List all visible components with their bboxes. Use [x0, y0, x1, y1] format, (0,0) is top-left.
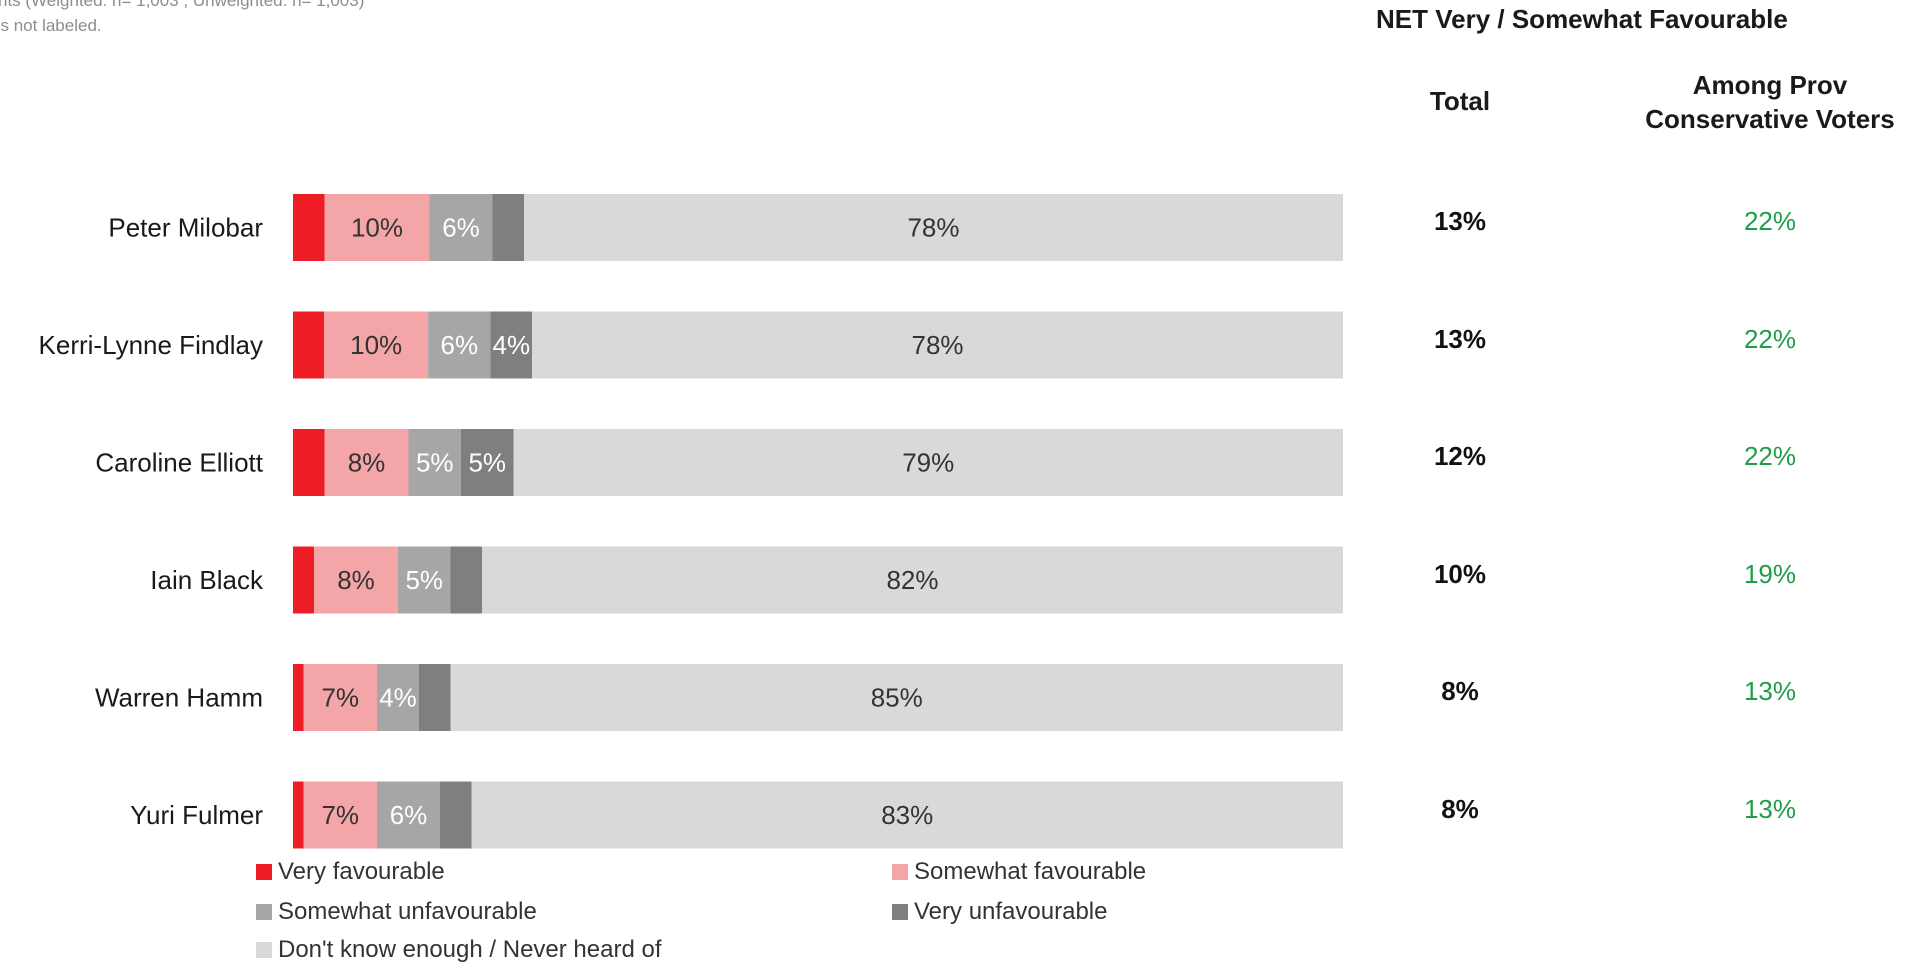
total-column-header: Total	[1429, 86, 1491, 116]
bar-segment	[377, 781, 440, 849]
among-header-line2: Conservative Voters	[1645, 104, 1895, 134]
legend-swatch	[256, 942, 272, 958]
bar-segment	[461, 429, 514, 496]
bar-segment	[532, 311, 1343, 379]
data-label: 10%	[350, 330, 402, 360]
bar-segment	[293, 546, 314, 614]
legend-item: Somewhat favourable	[892, 858, 1146, 886]
net-among-value: 13%	[1743, 793, 1797, 824]
sample-note: nts (Weighted: n= 1,003 ; Unweighted: n=…	[0, 0, 365, 10]
legend-swatch	[892, 864, 908, 880]
bar-segment	[377, 664, 419, 731]
legend-label: Don't know enough / Never heard of	[278, 936, 662, 963]
legend-swatch	[256, 904, 272, 920]
bar-segment	[471, 781, 1343, 849]
legend-item: Very favourable	[256, 858, 445, 886]
bar-segment	[293, 194, 325, 261]
legend-label: Somewhat favourable	[914, 858, 1147, 885]
category-label: Peter Milobar	[108, 213, 263, 243]
bar-segment	[324, 311, 429, 379]
net-among-value: 22%	[1743, 441, 1797, 471]
net-panel-title: NET Very / Somewhat Favourable	[1376, 4, 1788, 34]
bar-segment	[428, 311, 491, 379]
labels-note: ss not labeled.	[0, 16, 102, 35]
legend-item: Don't know enough / Never heard of	[256, 936, 661, 964]
bar-segment	[429, 194, 493, 261]
chart-legend: Very favourable Somewhat favourable Somewh…	[256, 858, 1236, 968]
data-label: 85%	[871, 683, 923, 713]
bar-segment	[293, 664, 304, 731]
legend-item: Somewhat unfavourable	[256, 898, 537, 926]
data-label: 7%	[321, 683, 359, 713]
data-label: 79%	[902, 448, 954, 478]
bar-segment	[314, 546, 398, 614]
bar-segment	[303, 781, 377, 849]
data-label: 5%	[405, 565, 443, 595]
legend-label: Very favourable	[278, 858, 445, 885]
bar-segment	[324, 429, 409, 496]
net-among-value: 22%	[1743, 206, 1797, 236]
category-label: Caroline Elliott	[95, 448, 263, 478]
bar-segment	[324, 194, 430, 261]
net-among-value: 22%	[1743, 323, 1797, 354]
bar-segment	[490, 311, 533, 379]
legend-label: Somewhat unfavourable	[278, 898, 537, 925]
bar-segment	[293, 429, 325, 496]
data-label: 6%	[442, 213, 480, 243]
legend-swatch	[892, 904, 908, 920]
legend-item: Very unfavourable	[892, 898, 1107, 926]
data-label: 5%	[468, 448, 506, 478]
data-label: 7%	[321, 800, 359, 830]
among-header-line1: Among Prov	[1692, 70, 1848, 100]
data-label: 83%	[881, 800, 933, 830]
data-label: 8%	[337, 565, 375, 595]
data-label: 4%	[493, 330, 531, 360]
net-total-value: 8%	[1441, 793, 1479, 824]
bar-segment	[450, 664, 1343, 731]
category-label: Iain Black	[150, 565, 264, 595]
bar-segment	[482, 546, 1343, 614]
category-label: Kerri-Lynne Findlay	[39, 330, 263, 360]
category-label: Warren Hamm	[95, 683, 263, 713]
bar-segment	[293, 311, 325, 379]
bar-segment	[293, 781, 304, 849]
data-label: 10%	[351, 213, 403, 243]
data-label: 78%	[907, 213, 959, 243]
data-label: 6%	[441, 330, 479, 360]
bar-segment	[303, 664, 377, 731]
bar-segment	[492, 194, 524, 261]
net-among-value: 13%	[1743, 676, 1797, 706]
data-label: 82%	[886, 565, 938, 595]
net-total-value: 12%	[1433, 441, 1487, 471]
bar-segment	[398, 546, 451, 614]
net-total-value: 13%	[1433, 323, 1487, 354]
bar-segment	[513, 429, 1343, 496]
bar-segment	[440, 781, 472, 849]
bar-segment	[450, 546, 482, 614]
legend-swatch	[256, 864, 272, 880]
bar-segment	[524, 194, 1343, 261]
among-column-header: Among Prov Conservative Voters	[1620, 68, 1913, 136]
data-label: 6%	[390, 800, 428, 830]
net-among-value: 19%	[1743, 558, 1797, 589]
bar-segment	[419, 664, 451, 731]
legend-label: Very unfavourable	[914, 898, 1108, 925]
net-total-value: 13%	[1433, 206, 1487, 236]
data-label: 5%	[416, 448, 454, 478]
data-label: 4%	[379, 683, 417, 713]
stacked-bar-chart: Peter Milobar 10% 6% 78% Kerri-Lynne Findlay…	[39, 194, 1343, 849]
bar-segment	[408, 429, 461, 496]
data-label: 78%	[912, 330, 964, 360]
net-total-value: 8%	[1441, 676, 1479, 706]
data-label: 8%	[348, 448, 386, 478]
category-label: Yuri Fulmer	[130, 800, 263, 830]
net-total-value: 10%	[1433, 558, 1487, 589]
